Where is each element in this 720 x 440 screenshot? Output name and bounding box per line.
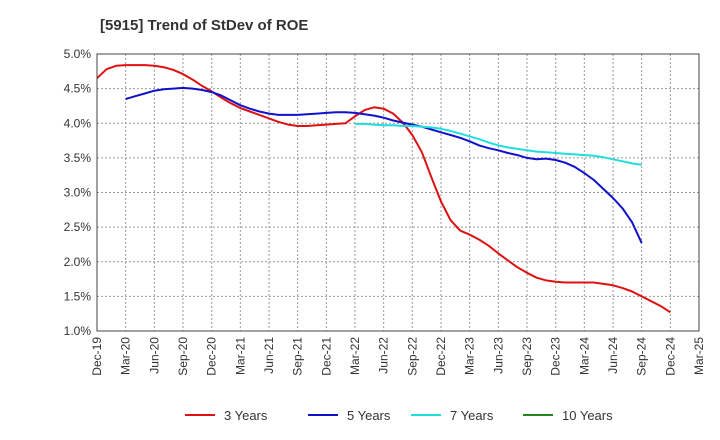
- y-tick-label: 3.0%: [64, 186, 92, 200]
- x-tick-label: Dec-20: [205, 337, 219, 376]
- x-tick-label: Mar-21: [233, 337, 247, 375]
- y-tick-label: 1.5%: [64, 289, 92, 303]
- x-tick-label: Jun-21: [262, 337, 276, 374]
- legend-label-10-years: 10 Years: [562, 408, 613, 423]
- x-tick-label: Mar-25: [692, 337, 706, 375]
- x-tick-label: Mar-23: [463, 337, 477, 375]
- x-tick-label: Dec-21: [319, 337, 333, 376]
- legend-label-5-years: 5 Years: [347, 408, 391, 423]
- x-tick-label: Jun-22: [377, 337, 391, 374]
- x-tick-label: Sep-20: [176, 337, 190, 376]
- y-tick-label: 2.0%: [64, 255, 92, 269]
- x-tick-label: Sep-24: [635, 337, 649, 376]
- x-tick-label: Dec-19: [90, 337, 104, 376]
- legend-label-3-years: 3 Years: [224, 408, 268, 423]
- y-tick-label: 4.5%: [64, 82, 92, 96]
- legend-label-7-years: 7 Years: [450, 408, 494, 423]
- chart-title: [5915] Trend of StDev of ROE: [100, 17, 308, 34]
- series-line-7-years: [355, 122, 642, 166]
- y-tick-label: 2.5%: [64, 220, 92, 234]
- x-axis: Dec-19 Mar-20 Jun-20 Sep-20 Dec-20 Mar-21 Jun-…: [90, 337, 706, 376]
- plot-frame: [96, 53, 700, 332]
- x-tick-label: Mar-24: [577, 337, 591, 375]
- y-axis: 5.0% 4.5% 4.0% 3.5% 3.0% 2.5% 2.0% 1.5% 1.0%: [64, 47, 92, 338]
- x-tick-label: Dec-24: [663, 337, 677, 376]
- legend: 3 Years 5 Years 7 Years 10 Years: [185, 408, 613, 423]
- series-line-5-years: [125, 86, 643, 244]
- x-tick-label: Jun-20: [147, 337, 161, 374]
- y-tick-label: 5.0%: [64, 47, 92, 61]
- y-tick-label: 1.0%: [64, 324, 92, 338]
- x-tick-label: Sep-21: [291, 337, 305, 376]
- y-tick-label: 4.0%: [64, 116, 92, 130]
- x-tick-label: Jun-24: [606, 337, 620, 374]
- x-tick-label: Dec-23: [549, 337, 563, 376]
- x-tick-label: Dec-22: [434, 337, 448, 376]
- x-tick-label: Sep-23: [520, 337, 534, 376]
- x-tick-label: Mar-20: [119, 337, 133, 375]
- x-tick-label: Mar-22: [348, 337, 362, 375]
- series-lines: [96, 64, 671, 314]
- series-line-3-years: [96, 64, 671, 314]
- y-tick-label: 3.5%: [64, 151, 92, 165]
- x-tick-label: Sep-22: [405, 337, 419, 376]
- x-tick-label: Jun-23: [491, 337, 505, 374]
